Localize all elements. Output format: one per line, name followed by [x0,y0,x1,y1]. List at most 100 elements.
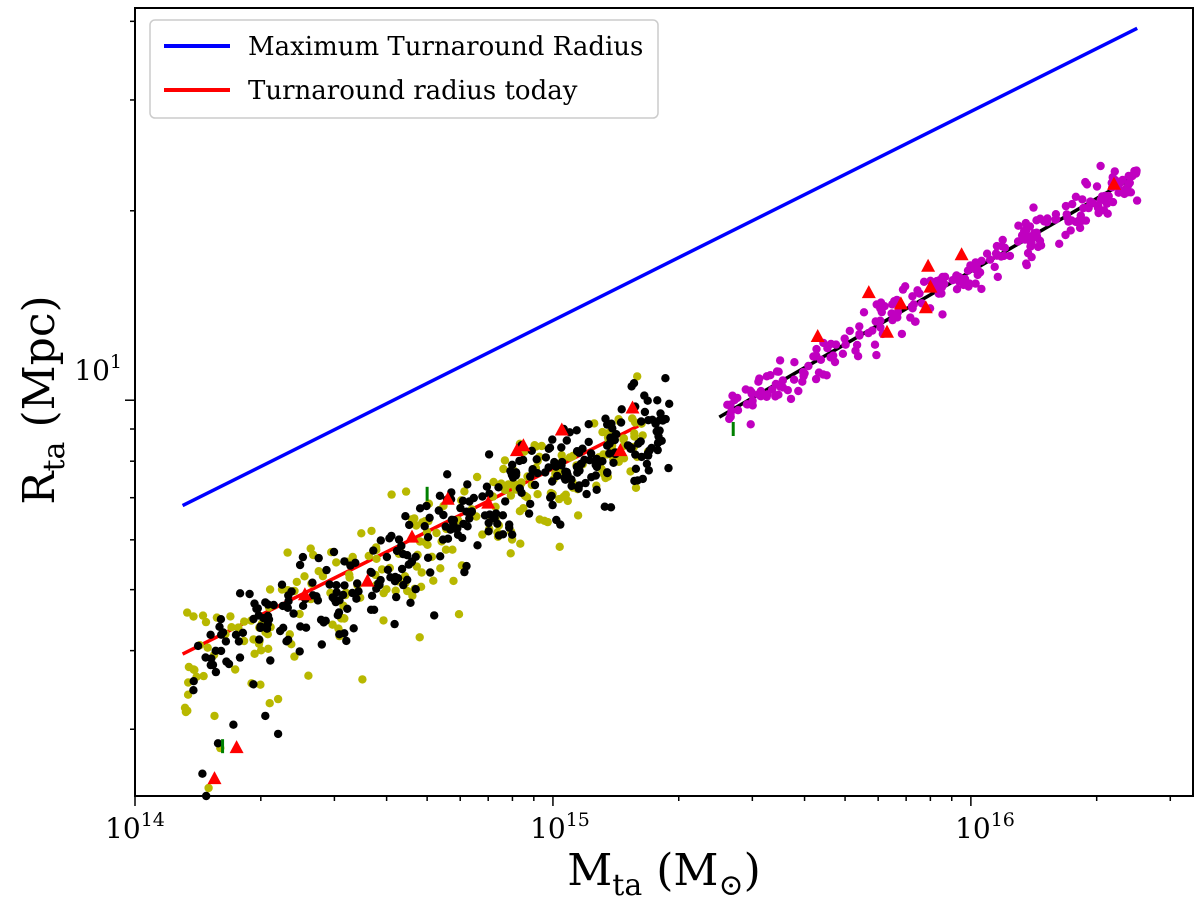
triangle-marker [509,443,524,457]
data-point [358,675,367,684]
data-point [630,432,639,441]
data-point [1030,229,1039,238]
data-point [420,522,429,531]
data-point [664,463,673,473]
data-point [766,371,775,380]
data-point [997,242,1007,251]
data-point [532,455,541,464]
data-point [658,416,667,425]
data-point [533,469,542,478]
data-point [1071,192,1081,201]
data-point [407,557,417,566]
data-point [603,420,612,429]
data-point [1074,216,1084,225]
data-point [382,585,391,594]
data-point [915,289,924,298]
x-tick-label: 1016 [955,809,1015,845]
data-point [654,432,663,441]
data-point [253,604,262,613]
data-point [557,443,566,452]
data-point [403,575,412,584]
data-point [1067,216,1076,225]
data-point [235,589,245,598]
data-point [530,480,540,490]
data-point [434,506,443,515]
data-point [830,357,840,367]
data-point [319,618,328,627]
data-point [423,553,433,562]
data-point [422,501,431,511]
data-point [456,503,465,513]
data-point [1032,216,1041,225]
data-point [661,374,670,383]
data-point [235,653,245,662]
data-point [265,699,274,708]
data-point [880,302,889,311]
data-point [279,623,288,632]
data-point [798,377,807,386]
data-point [548,435,557,444]
data-point [338,590,348,600]
data-point [352,594,361,603]
data-point [598,427,607,437]
data-point [1051,215,1060,224]
data-point [506,549,515,558]
data-point [587,473,596,482]
data-point [385,534,394,543]
triangle-marker [918,300,933,314]
data-point [1061,201,1071,211]
data-point [485,489,494,498]
data-point [1103,209,1112,218]
data-point [990,262,999,272]
data-point [561,475,570,484]
data-point [971,265,981,274]
data-point [491,509,501,518]
data-point [411,585,420,594]
data-point [1014,221,1023,230]
data-point [500,456,510,465]
y-tick-label: 101 [74,351,122,387]
data-point [592,485,601,494]
data-point [382,552,392,562]
data-point [292,577,301,587]
data-point [489,477,498,487]
data-point [1100,191,1110,201]
data-point [771,392,780,401]
data-point [399,549,408,559]
data-point [898,285,908,294]
data-point [553,471,562,481]
data-point [644,416,653,425]
plot-frame [134,7,1194,797]
triangle-marker [207,771,222,785]
data-point [630,476,639,486]
axis-ticks [125,20,1172,806]
triangle-marker [625,400,640,414]
data-point [1078,195,1087,204]
data-point [484,450,494,459]
data-point [432,528,441,538]
data-point [478,492,487,501]
data-point [726,400,735,409]
data-point [353,579,362,588]
data-point [458,533,467,543]
data-point [392,546,402,556]
data-point [231,665,240,674]
data-point [256,622,265,631]
data-point [592,462,602,472]
data-point [547,491,556,501]
data-point [198,769,207,778]
data-point [295,609,304,619]
data-point [265,585,275,594]
data-point [460,567,469,577]
data-point [876,323,885,332]
triangle-marker [880,324,894,338]
data-point [581,478,590,488]
data-point [789,375,799,384]
data-point [573,468,582,477]
data-point [809,352,818,361]
data-point [733,406,743,415]
data-point [746,420,755,429]
triangle-marker [554,422,569,436]
data-point [213,739,223,748]
data-point [642,459,652,469]
